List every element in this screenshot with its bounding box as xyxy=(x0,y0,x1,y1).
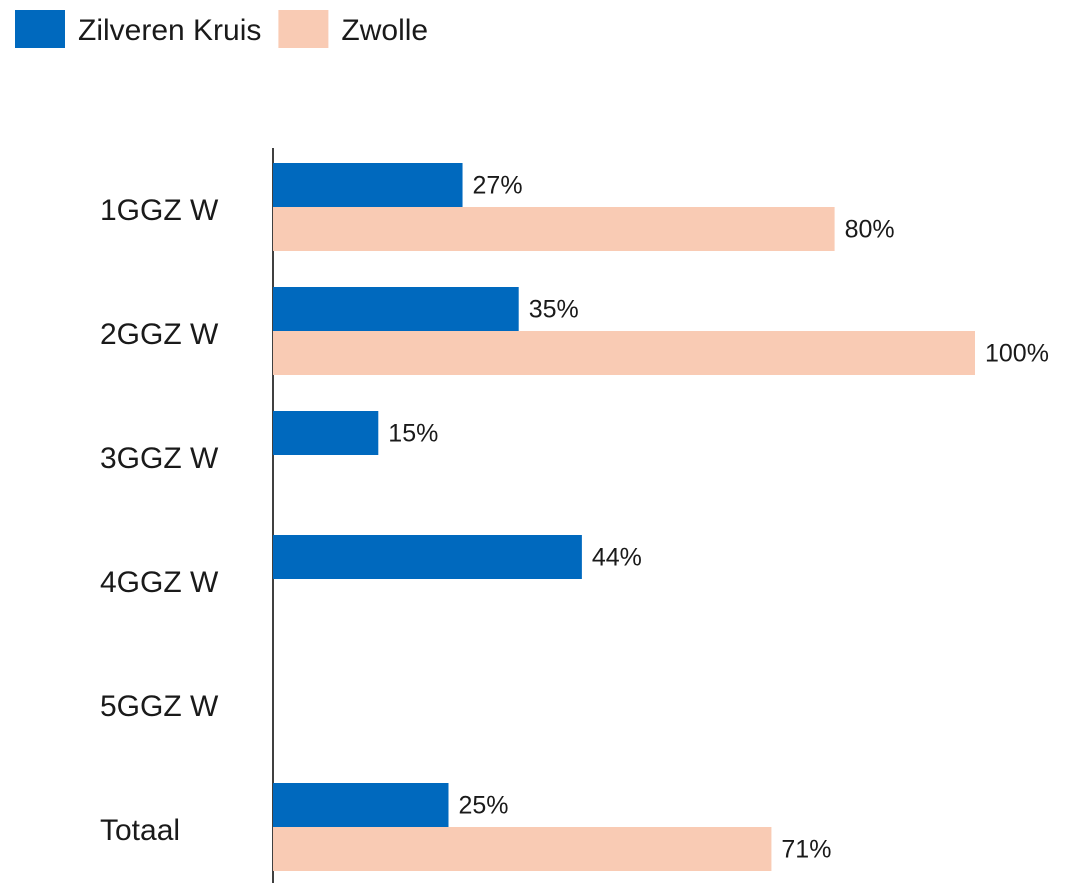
bar xyxy=(273,163,463,207)
legend-label: Zilveren Kruis xyxy=(78,14,261,47)
data-label: 80% xyxy=(845,216,895,244)
data-label: 44% xyxy=(592,544,642,572)
y-tick-label: 2GGZ W xyxy=(100,318,219,351)
bar xyxy=(273,827,772,871)
y-tick-label: 4GGZ W xyxy=(100,566,219,599)
y-tick-label: 1GGZ W xyxy=(100,194,219,227)
y-tick-label: 5GGZ W xyxy=(100,690,219,723)
bar xyxy=(273,331,975,375)
bar xyxy=(273,535,582,579)
y-tick-label: 3GGZ W xyxy=(100,442,219,475)
bar xyxy=(273,411,379,455)
legend-label: Zwolle xyxy=(341,14,428,47)
bar xyxy=(273,287,519,331)
y-tick-label: Totaal xyxy=(100,814,180,847)
bar xyxy=(273,783,449,827)
data-label: 71% xyxy=(781,836,831,864)
data-label: 25% xyxy=(459,792,509,820)
data-label: 27% xyxy=(473,172,523,200)
data-label: 15% xyxy=(388,420,438,448)
legend-swatch xyxy=(15,10,65,48)
legend-swatch xyxy=(278,10,329,48)
data-label: 35% xyxy=(529,296,579,324)
bar xyxy=(273,207,835,251)
data-label: 100% xyxy=(985,340,1049,368)
